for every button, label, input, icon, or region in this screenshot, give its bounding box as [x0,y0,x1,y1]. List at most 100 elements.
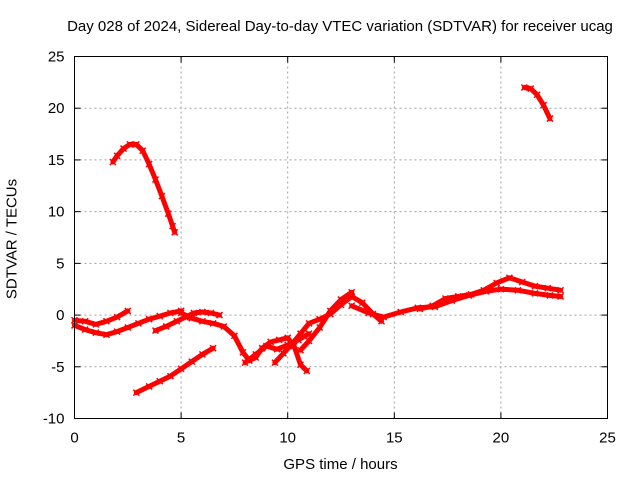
data-point [262,342,270,350]
data-point [124,307,132,315]
data-point [239,348,247,356]
series-line-arc-high-early [110,141,178,235]
y-tick-label: -5 [51,359,64,376]
data-point [151,327,160,335]
series-line-arc-g [272,294,384,366]
y-tick-label: 5 [56,255,64,272]
data-point [348,288,356,296]
data-point [296,346,305,354]
data-point [188,314,196,322]
plot-frame [74,56,608,419]
data-point [540,101,548,109]
data-point [429,302,437,310]
data-point [166,372,174,380]
data-point [397,308,405,316]
data-point [493,279,501,287]
data-point [514,286,522,294]
data-point [92,320,100,328]
data-point [275,336,283,344]
data-point [271,359,279,367]
data-point [215,311,224,319]
data-point [92,329,100,337]
data-point [151,176,160,184]
data-point [198,350,206,358]
data-point [305,319,313,327]
data-point [113,152,121,160]
data-point [166,309,174,317]
data-point [109,158,117,166]
data-point [164,210,172,218]
data-point [139,147,147,155]
data-point [546,291,554,299]
y-tick-label: 15 [48,152,65,169]
data-point [162,322,170,330]
data-point [531,282,539,290]
data-point [557,292,565,300]
y-tick-label: 0 [56,307,64,324]
data-point [480,286,488,294]
data-point [188,358,196,366]
data-point [81,326,89,334]
data-point [113,313,121,321]
data-point [207,309,215,317]
x-tick-label: 5 [177,430,185,447]
data-point [209,344,217,352]
data-point [305,337,313,345]
data-point [177,309,185,317]
data-point [520,83,528,92]
data-point [145,315,153,323]
x-tick-label: 25 [599,430,616,447]
x-tick-label: 0 [70,430,78,447]
data-point [124,323,132,332]
data-point [557,286,565,294]
data-point [102,331,111,339]
y-tick-label: 25 [48,49,65,66]
y-tick-label: 10 [48,204,65,221]
data-point [296,330,305,338]
data-point [296,361,305,369]
x-tick-label: 10 [279,430,296,447]
data-point [198,317,206,325]
data-point [190,309,198,317]
data-point [441,294,449,303]
data-point [358,299,366,307]
chart-title: Day 028 of 2024, Sidereal Day-to-day VTE… [67,18,613,35]
data-point [173,317,181,325]
data-point [527,85,535,93]
data-point [252,350,260,358]
data-point [533,91,541,99]
data-point [102,317,111,325]
data-point [467,290,475,298]
data-point [126,140,134,148]
y-tick-label: -10 [43,411,65,428]
data-point [81,317,89,325]
data-point [326,307,334,315]
data-point [505,274,513,282]
data-point [454,292,462,300]
data-point [518,278,526,286]
data-point [132,140,140,148]
data-point [416,305,424,313]
data-point [132,389,140,397]
data-point [169,222,177,230]
data-point [156,377,164,385]
data-point [544,284,552,292]
data-point [284,334,292,342]
data-point [145,160,153,168]
y-tick-label: 20 [48,100,65,117]
data-point [497,285,505,293]
data-point [303,367,311,375]
data-point [380,313,388,321]
x-tick-label: 15 [386,430,403,447]
data-point [113,328,121,336]
x-tick-label: 20 [493,430,510,447]
data-point [241,359,249,367]
data-point [177,365,185,373]
data-point [531,289,539,297]
data-point [220,322,228,330]
data-point [156,312,164,320]
data-point [171,228,179,236]
data-point [365,309,373,317]
data-point [279,349,287,357]
data-point [145,382,153,390]
